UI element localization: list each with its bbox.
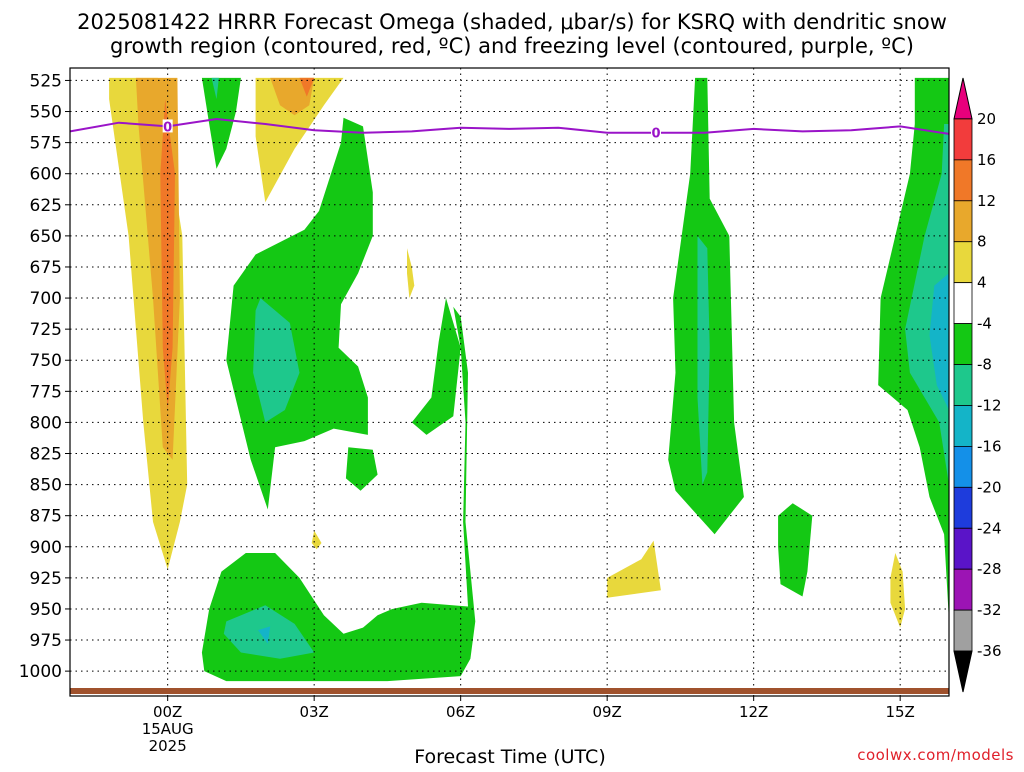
colorbar-label-16: 16 xyxy=(977,151,996,169)
colorbar-label--20: -20 xyxy=(977,478,1002,496)
colorbar-swatch-13 xyxy=(953,609,973,652)
omega-region-12 xyxy=(258,626,271,644)
x-tick-date: 15AUG xyxy=(142,720,194,738)
y-tick-label-550: 550 xyxy=(30,103,62,123)
omega-region-13 xyxy=(411,298,461,435)
colorbar-top-arrow xyxy=(953,77,973,120)
colorbar-bottom-arrow xyxy=(953,650,973,693)
plot-frame xyxy=(69,67,950,697)
colorbar-label-8: 8 xyxy=(977,233,987,251)
y-axis-ticks: 525 550 575 600 625 650 675 700 725 750 775 800 825 8… xyxy=(19,71,70,682)
colorbar-swatch-4 xyxy=(953,241,973,284)
y-tick-label-975: 975 xyxy=(30,631,62,651)
colorbar-swatch-8 xyxy=(953,405,973,447)
colorbar-swatch-2 xyxy=(953,159,973,202)
omega-region-10 xyxy=(201,306,476,682)
y-tick-label-725: 725 xyxy=(30,320,62,340)
omega-region-3 xyxy=(255,77,344,203)
y-tick-label-850: 850 xyxy=(30,476,62,496)
y-tick-label-950: 950 xyxy=(30,600,62,620)
y-tick-label-750: 750 xyxy=(30,351,62,371)
omega-region-14 xyxy=(345,447,378,491)
colorbar-label--4: -4 xyxy=(977,315,992,333)
omega-region-22 xyxy=(905,124,949,485)
colorbar-label--12: -12 xyxy=(977,396,1002,414)
y-tick-label-625: 625 xyxy=(30,196,62,216)
colorbar-label--32: -32 xyxy=(977,601,1002,619)
colorbar-swatch-5 xyxy=(953,282,973,324)
colorbar-label--28: -28 xyxy=(977,560,1002,578)
y-tick-label-600: 600 xyxy=(30,165,62,185)
colorbar-swatch-12 xyxy=(953,568,973,611)
freezing-label-bg xyxy=(651,125,661,139)
chart-title-line-2: growth region (contoured, red, ºC) and f… xyxy=(110,34,914,58)
omega-region-7 xyxy=(211,77,219,100)
x-tick-label-15Z: 15Z xyxy=(885,703,914,721)
y-tick-label-700: 700 xyxy=(30,289,62,309)
y-tick-label-575: 575 xyxy=(30,134,62,154)
x-tick-label-00Z: 00Z xyxy=(153,703,182,721)
omega-region-15 xyxy=(407,248,415,299)
y-tick-label-525: 525 xyxy=(30,71,62,91)
omega-region-9 xyxy=(253,298,300,423)
x-tick-label-03Z: 03Z xyxy=(299,703,328,721)
freezing-level-label: 0 xyxy=(651,127,660,142)
freezing-level-label: 0 xyxy=(163,120,172,135)
y-tick-label-650: 650 xyxy=(30,227,62,247)
colorbar-swatch-6 xyxy=(953,323,973,365)
credit-text: coolwx.com/models xyxy=(857,746,1014,764)
x-tick-label-06Z: 06Z xyxy=(446,703,475,721)
colorbar-swatch-7 xyxy=(953,364,973,406)
colorbar-label-12: 12 xyxy=(977,192,996,210)
omega-region-16 xyxy=(311,530,322,550)
colorbar-swatch-11 xyxy=(953,527,973,570)
colorbar-label-20: 20 xyxy=(977,110,996,128)
x-tick-year: 2025 xyxy=(149,737,187,755)
x-axis-title: Forecast Time (UTC) xyxy=(414,746,605,768)
omega-region-20 xyxy=(778,503,813,597)
x-tick-label-12Z: 12Z xyxy=(739,703,768,721)
y-tick-label-875: 875 xyxy=(30,507,62,527)
y-tick-label-675: 675 xyxy=(30,258,62,278)
colorbar-swatch-1 xyxy=(953,118,973,161)
ground-surface xyxy=(70,688,949,694)
y-tick-label-925: 925 xyxy=(30,569,62,589)
grid-lines xyxy=(70,68,949,696)
y-tick-label-800: 800 xyxy=(30,413,62,433)
omega-region-19 xyxy=(607,540,661,598)
colorbar-swatch-10 xyxy=(953,486,973,529)
y-tick-label-775: 775 xyxy=(30,382,62,402)
y-tick-label-825: 825 xyxy=(30,445,62,465)
omega-region-5 xyxy=(299,77,315,97)
colorbar-label--16: -16 xyxy=(977,437,1002,455)
freezing-level-line xyxy=(70,117,949,135)
x-tick-label-09Z: 09Z xyxy=(592,703,621,721)
y-tick-label-1000: 1000 xyxy=(19,662,62,682)
chart-title-line-1: 2025081422 HRRR Forecast Omega (shaded, … xyxy=(77,10,947,34)
freezing-label-bg xyxy=(162,119,173,133)
omega-region-6 xyxy=(201,77,241,169)
omega-region-23 xyxy=(929,273,949,410)
colorbar-swatch-9 xyxy=(953,445,973,488)
colorbar-label-4: 4 xyxy=(977,274,987,292)
colorbar-label--36: -36 xyxy=(977,642,1002,660)
colorbar-swatch-3 xyxy=(953,200,973,243)
y-tick-label-900: 900 xyxy=(30,538,62,558)
colorbar-label--24: -24 xyxy=(977,519,1002,537)
omega-region-2 xyxy=(160,99,175,410)
colorbar: 20 16 12 8 4 -4 -8 -12 -16 -20 -24 -28 -32 -36 xyxy=(953,77,1002,693)
plot-background xyxy=(70,68,949,696)
colorbar-label--8: -8 xyxy=(977,356,992,374)
